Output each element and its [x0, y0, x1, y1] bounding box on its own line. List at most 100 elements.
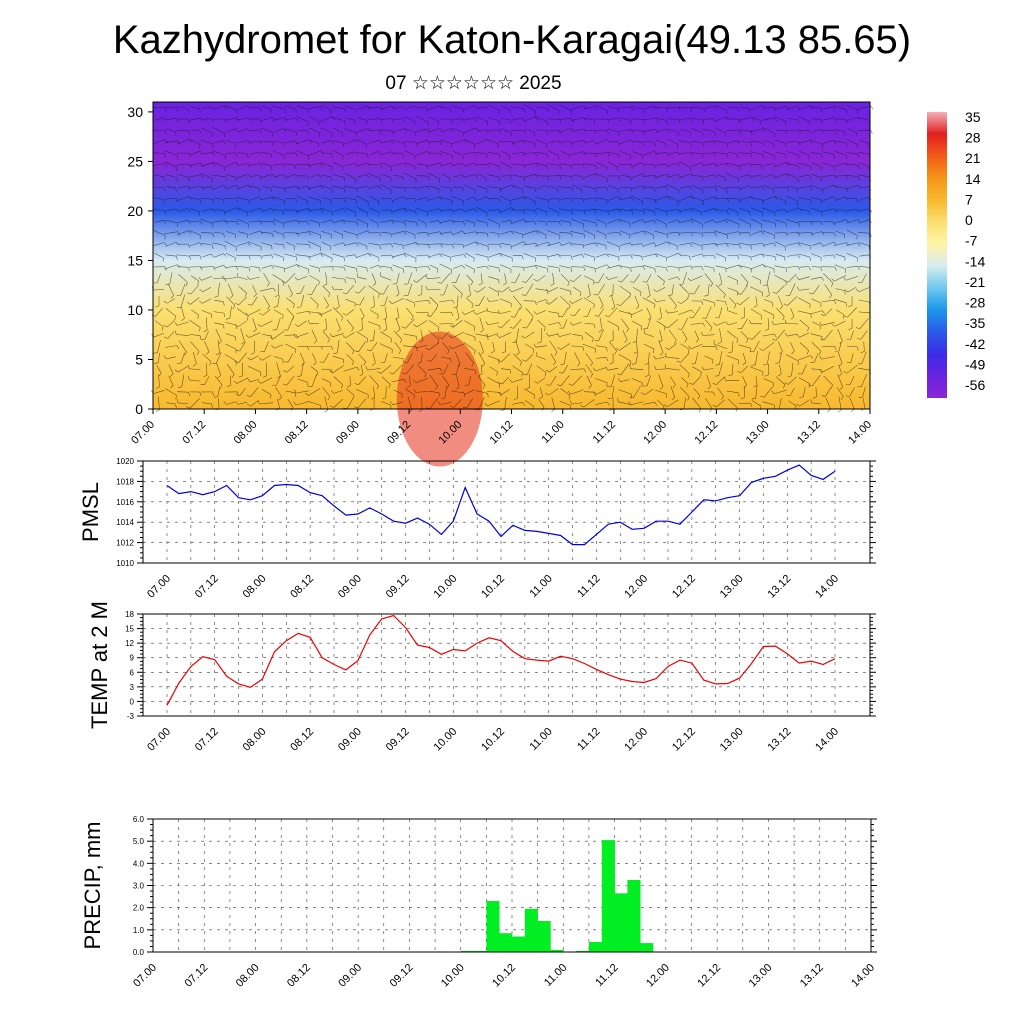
wind-barb-flag: [809, 304, 811, 309]
wind-barb-flag: [846, 362, 852, 364]
wind-barb-shaft: [656, 139, 666, 144]
wind-barb-shaft: [190, 208, 200, 212]
wind-barb-shaft: [369, 375, 379, 386]
wind-barb-flag: [462, 230, 466, 234]
wind-barb-shaft: [475, 253, 488, 258]
wind-barb-shaft: [725, 198, 740, 200]
wind-barb-flag: [294, 392, 297, 397]
wind-barb-flag: [689, 186, 692, 190]
wind-barb-flag: [697, 395, 701, 400]
wind-barb-flag: [593, 294, 598, 296]
wind-barb-flag: [569, 400, 573, 405]
wind-barb-shaft: [333, 376, 343, 385]
wind-barb-shaft: [548, 333, 559, 337]
wind-barb-shaft: [391, 186, 405, 189]
wind-barb-shaft: [336, 295, 340, 307]
wind-barb-shaft: [237, 152, 248, 155]
wind-barb-shaft: [263, 272, 270, 284]
wind-barb-flag: [335, 306, 340, 310]
wind-barb-flag: [855, 327, 860, 330]
wind-barb-flag: [631, 197, 634, 201]
wind-barb-shaft: [582, 185, 596, 189]
wind-barb-flag: [761, 230, 765, 235]
wind-barb-shaft: [475, 333, 488, 337]
wind-barb-shaft: [307, 163, 321, 166]
wind-barb-shaft: [574, 308, 581, 317]
wind-barb-shaft: [428, 390, 439, 393]
wind-barb-shaft: [560, 197, 570, 200]
wind-barb-shaft: [606, 264, 620, 269]
wind-barb-flag: [478, 373, 483, 376]
wind-barb-shaft: [559, 333, 572, 337]
wind-barb-shaft: [513, 318, 522, 329]
wind-barb-shaft: [487, 117, 500, 122]
wind-barb-shaft: [158, 374, 160, 387]
wind-barb-shaft: [380, 275, 392, 281]
wind-barb-flag: [174, 330, 177, 335]
wind-barb-shaft: [404, 116, 416, 122]
precip-bar: [524, 908, 538, 952]
wind-barb-shaft: [595, 173, 608, 179]
wind-barb-shaft: [226, 401, 236, 405]
wind-barb-flag: [272, 197, 275, 201]
wind-barb-shaft: [487, 152, 500, 155]
wind-barb-flag: [427, 150, 431, 155]
wind-barb-shaft: [153, 107, 165, 109]
wind-barb-flag: [749, 319, 752, 324]
wind-barb-shaft: [451, 331, 464, 339]
wind-barb-shaft: [681, 377, 689, 385]
wind-barb-flag: [328, 293, 331, 298]
wind-barb-shaft: [237, 207, 248, 213]
wind-barb-flag: [614, 350, 617, 355]
wind-barb-shaft: [475, 163, 488, 166]
precip-bar: [486, 901, 500, 952]
wind-barb-shaft: [798, 116, 810, 122]
wind-barb-flag: [437, 281, 442, 284]
wind-barb-shaft: [500, 162, 511, 168]
wind-barb-flag: [797, 231, 801, 236]
wind-barb-shaft: [714, 105, 727, 111]
wind-barb-flag: [473, 311, 477, 315]
wind-barb-shaft: [849, 376, 855, 386]
wind-barb-flag: [293, 401, 297, 406]
wind-barb-flag: [188, 139, 192, 143]
wind-barb-shaft: [178, 106, 188, 109]
wind-barb-flag: [678, 107, 681, 112]
wind-barb-flag: [247, 173, 251, 178]
wind-barb-shaft: [359, 296, 365, 306]
wind-barb-shaft: [646, 274, 652, 283]
wind-barb-shaft: [767, 284, 770, 295]
wind-barb-shaft: [369, 219, 379, 224]
wind-barb-shaft: [740, 185, 749, 190]
wind-barb-shaft: [849, 387, 855, 397]
wind-barb-shaft: [272, 196, 285, 201]
wind-barb-shaft: [405, 298, 415, 304]
wind-barb-flag: [390, 401, 394, 405]
wind-barb-shaft: [691, 343, 703, 350]
wind-barb-flag: [249, 117, 252, 122]
wind-barb-shaft: [178, 340, 187, 353]
wind-barb-shaft: [215, 351, 222, 364]
wind-barb-flag: [346, 385, 351, 388]
wind-barb-flag: [325, 305, 329, 309]
panel-frame: [142, 460, 871, 564]
wind-barb-flag: [450, 231, 454, 236]
wind-barb-shaft: [273, 330, 284, 340]
wind-barb-shaft: [252, 318, 257, 330]
wind-barb-flag: [391, 118, 394, 123]
wind-barb-shaft: [668, 242, 678, 247]
wind-barb-shaft: [475, 139, 488, 145]
wind-barb-shaft: [248, 163, 261, 166]
wind-barb-flag: [426, 232, 429, 237]
wind-barb-shaft: [417, 364, 427, 374]
wind-barb-shaft: [775, 253, 785, 258]
wind-barb-shaft: [798, 355, 811, 361]
wind-barb-shaft: [391, 378, 405, 383]
y-tick-label: 0: [135, 401, 143, 417]
wind-barb-shaft: [522, 230, 536, 235]
wind-barb-flag: [654, 106, 657, 110]
wind-barb-flag: [545, 302, 550, 305]
wind-barb-flag: [559, 165, 562, 170]
wind-barb-flag: [187, 208, 191, 212]
